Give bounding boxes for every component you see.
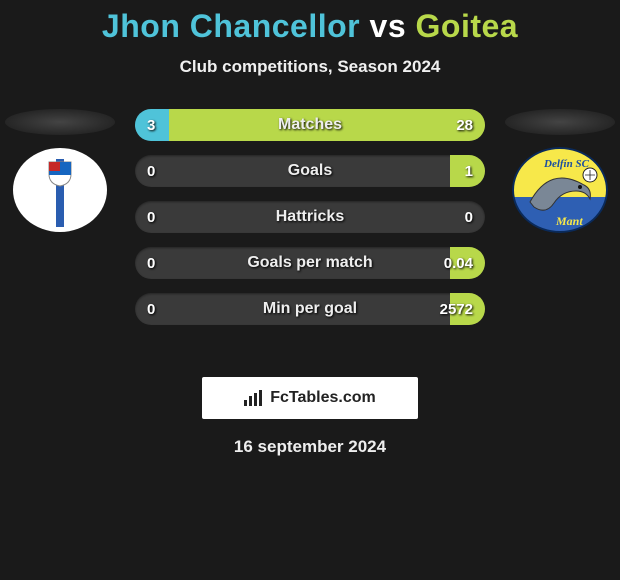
stat-row: 328Matches	[135, 109, 485, 141]
stat-label: Goals per match	[135, 254, 485, 272]
page-title: Jhon Chancellor vs Goitea	[0, 0, 620, 45]
stat-row: 00Hattricks	[135, 201, 485, 233]
svg-text:Delfín SC: Delfín SC	[543, 158, 590, 170]
branding-badge: FcTables.com	[202, 377, 418, 419]
subtitle: Club competitions, Season 2024	[0, 57, 620, 77]
svg-text:Mant: Mant	[555, 214, 583, 228]
avatar-placeholder-left	[5, 109, 115, 135]
stat-label: Matches	[135, 116, 485, 134]
club-logo-right: Delfín SC Mant	[512, 147, 608, 233]
player-right: Delfín SC Mant	[500, 109, 620, 233]
branding-text: FcTables.com	[270, 389, 376, 407]
stats-list: 328Matches 01Goals 00Hattricks 00.04Goals p…	[135, 109, 485, 339]
stat-label: Min per goal	[135, 300, 485, 318]
stat-row: 01Goals	[135, 155, 485, 187]
player-left	[0, 109, 120, 233]
chart-icon	[244, 390, 264, 406]
comparison-panel: Delfín SC Mant 328Matches 01Goals 00Hattric…	[0, 109, 620, 359]
avatar-placeholder-right	[505, 109, 615, 135]
stat-label: Goals	[135, 162, 485, 180]
stat-label: Hattricks	[135, 208, 485, 226]
club-logo-left	[12, 147, 108, 233]
date-text: 16 september 2024	[0, 437, 620, 457]
stat-row: 00.04Goals per match	[135, 247, 485, 279]
stat-row: 02572Min per goal	[135, 293, 485, 325]
